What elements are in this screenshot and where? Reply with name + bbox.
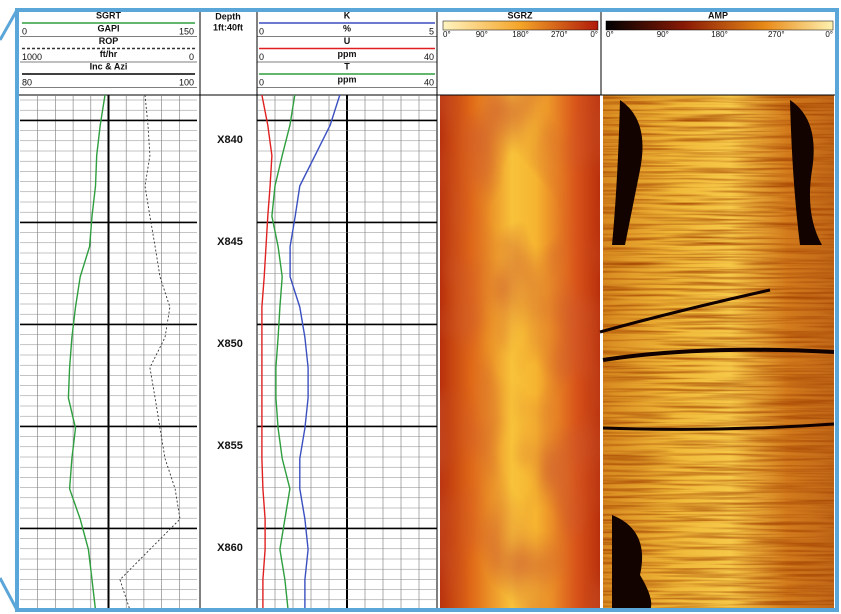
- azimuth-label: 0°: [606, 30, 614, 39]
- azimuth-label: 180°: [512, 30, 529, 39]
- azimuth-label: 180°: [711, 30, 728, 39]
- curve-unit: %: [343, 23, 351, 33]
- azimuth-label: 0°: [443, 30, 451, 39]
- depth-title: Depth: [215, 11, 241, 21]
- depth-label: X855: [217, 440, 243, 452]
- depth-label: X840: [217, 134, 243, 146]
- curve-name: T: [344, 61, 350, 71]
- curve-unit: ft/hr: [100, 49, 118, 59]
- frame-edge: [0, 10, 17, 610]
- azimuth-label: 0°: [590, 30, 598, 39]
- curve-name: U: [344, 36, 351, 46]
- azimuth-label: 0°: [825, 30, 833, 39]
- scale-left: 0: [259, 77, 264, 87]
- azimuth-label: 270°: [768, 30, 785, 39]
- azimuth-label: 270°: [551, 30, 568, 39]
- scale-right: 40: [424, 77, 434, 87]
- scale-right: 150: [179, 26, 194, 36]
- well-log: Depth 1ft:40ft SGRZ AMP SGRTGAPI0150ROPf…: [0, 0, 841, 614]
- curve-name: ROP: [99, 36, 119, 46]
- sgrz-texture: [440, 95, 600, 610]
- curve-unit: ppm: [338, 49, 357, 59]
- scale-right: 0: [189, 52, 194, 62]
- scale-left: 0: [22, 26, 27, 36]
- curve-unit: GAPI: [97, 23, 119, 33]
- azimuth-label: 90°: [476, 30, 488, 39]
- depth-label: X860: [217, 542, 243, 554]
- scale-left: 0: [259, 26, 264, 36]
- azimuth-label: 90°: [657, 30, 669, 39]
- scale-right: 100: [179, 77, 194, 87]
- scale-right: 40: [424, 52, 434, 62]
- curve-unit: ppm: [338, 74, 357, 84]
- scale-left: 0: [259, 52, 264, 62]
- scale-right: 5: [429, 26, 434, 36]
- curve-name: Inc & Azi: [90, 61, 128, 71]
- depth-label: X850: [217, 338, 243, 350]
- depth-scale: 1ft:40ft: [213, 22, 243, 32]
- scale-left: 80: [22, 77, 32, 87]
- color-bar: [606, 21, 833, 30]
- scale-left: 1000: [22, 52, 42, 62]
- depth-label: X845: [217, 236, 243, 248]
- images: [440, 95, 834, 610]
- color-bar: [443, 21, 598, 30]
